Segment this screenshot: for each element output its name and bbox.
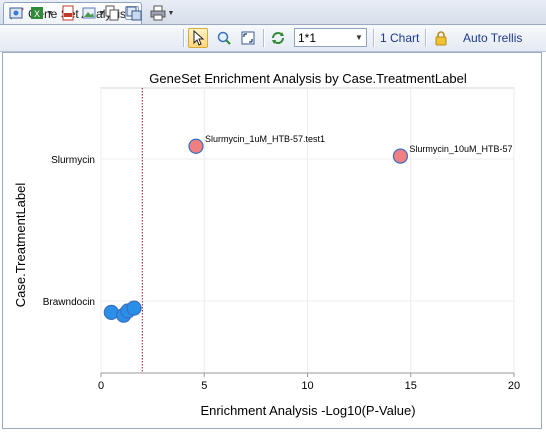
x-tick-label: 15 <box>405 380 417 392</box>
y-tick-label: Brawndocin <box>43 297 95 308</box>
y-axis-label: Case.TreatmentLabel <box>13 183 28 308</box>
chevron-down-icon: ▼ <box>355 33 363 42</box>
auto-trellis-button[interactable]: Auto Trellis <box>463 31 523 45</box>
print-button[interactable]: ▼ <box>146 3 178 23</box>
layout-select-value: 1*1 <box>298 30 317 45</box>
lock-button[interactable] <box>431 28 451 48</box>
toolbar-separator <box>425 29 427 47</box>
data-label: Slurmycin_10uM_HTB-57 <box>409 144 512 154</box>
y-tick-label: Slurmycin <box>51 155 95 166</box>
copy-icon <box>105 5 119 21</box>
fit-chart-button[interactable] <box>6 3 26 23</box>
enrichment-chart: GeneSet Enrichment Analysis by Case.Trea… <box>13 71 520 418</box>
refresh-icon <box>272 32 284 44</box>
data-point <box>392 148 409 164</box>
data-point <box>103 304 119 320</box>
lock-icon <box>435 31 447 46</box>
chart-count-button[interactable]: 1 Chart <box>380 31 420 45</box>
zoom-icon <box>217 31 231 45</box>
image-icon <box>82 7 96 19</box>
svg-text:X: X <box>34 9 40 19</box>
export-pdf-button[interactable] <box>58 3 78 23</box>
pointer-tool-button[interactable] <box>188 28 208 48</box>
zoom-tool-button[interactable] <box>214 28 234 48</box>
toolbar-separator <box>183 29 185 47</box>
chart-toolbar <box>0 25 546 52</box>
x-axis-label: Enrichment Analysis -Log10(P-Value) <box>200 403 415 418</box>
pdf-icon <box>62 5 74 21</box>
x-tick-label: 0 <box>98 380 104 392</box>
toolbar-separator <box>373 29 375 47</box>
x-tick-label: 5 <box>201 380 207 392</box>
fit-icon <box>9 7 23 19</box>
data-point <box>188 138 204 154</box>
chevron-down-icon: ▼ <box>167 9 175 17</box>
tab-label: Gene Set Analysis <box>28 6 127 21</box>
printer-icon <box>150 5 166 21</box>
layout-select[interactable]: 1*1 ▼ <box>294 28 367 47</box>
copy-all-button[interactable] <box>124 3 144 23</box>
chevron-down-icon: ▼ <box>98 9 106 17</box>
chart-panel: GeneSet Enrichment Analysis by Case.Trea… <box>2 52 542 429</box>
chart-title: GeneSet Enrichment Analysis by Case.Trea… <box>149 71 467 86</box>
toolbar-separator <box>263 29 265 47</box>
excel-icon: X <box>30 7 43 19</box>
data-label: Slurmycin_1uM_HTB-57.test1 <box>205 134 325 144</box>
x-tick-label: 10 <box>301 380 313 392</box>
copy-button[interactable] <box>102 3 122 23</box>
fit-to-window-button[interactable] <box>238 28 258 48</box>
plot-area: 0 5 10 15 20 Slurmycin Brawndocin Slurmycin_1uM… <box>43 87 520 392</box>
expand-icon <box>241 31 255 45</box>
data-point <box>126 300 142 316</box>
copy-all-icon <box>126 6 142 21</box>
export-excel-button[interactable]: X ▼ <box>28 3 54 23</box>
x-tick-label: 20 <box>508 380 520 392</box>
export-image-button[interactable]: ▼ <box>80 3 106 23</box>
pointer-icon <box>193 30 205 46</box>
refresh-button[interactable] <box>268 28 288 48</box>
chevron-down-icon: ▼ <box>46 9 54 17</box>
